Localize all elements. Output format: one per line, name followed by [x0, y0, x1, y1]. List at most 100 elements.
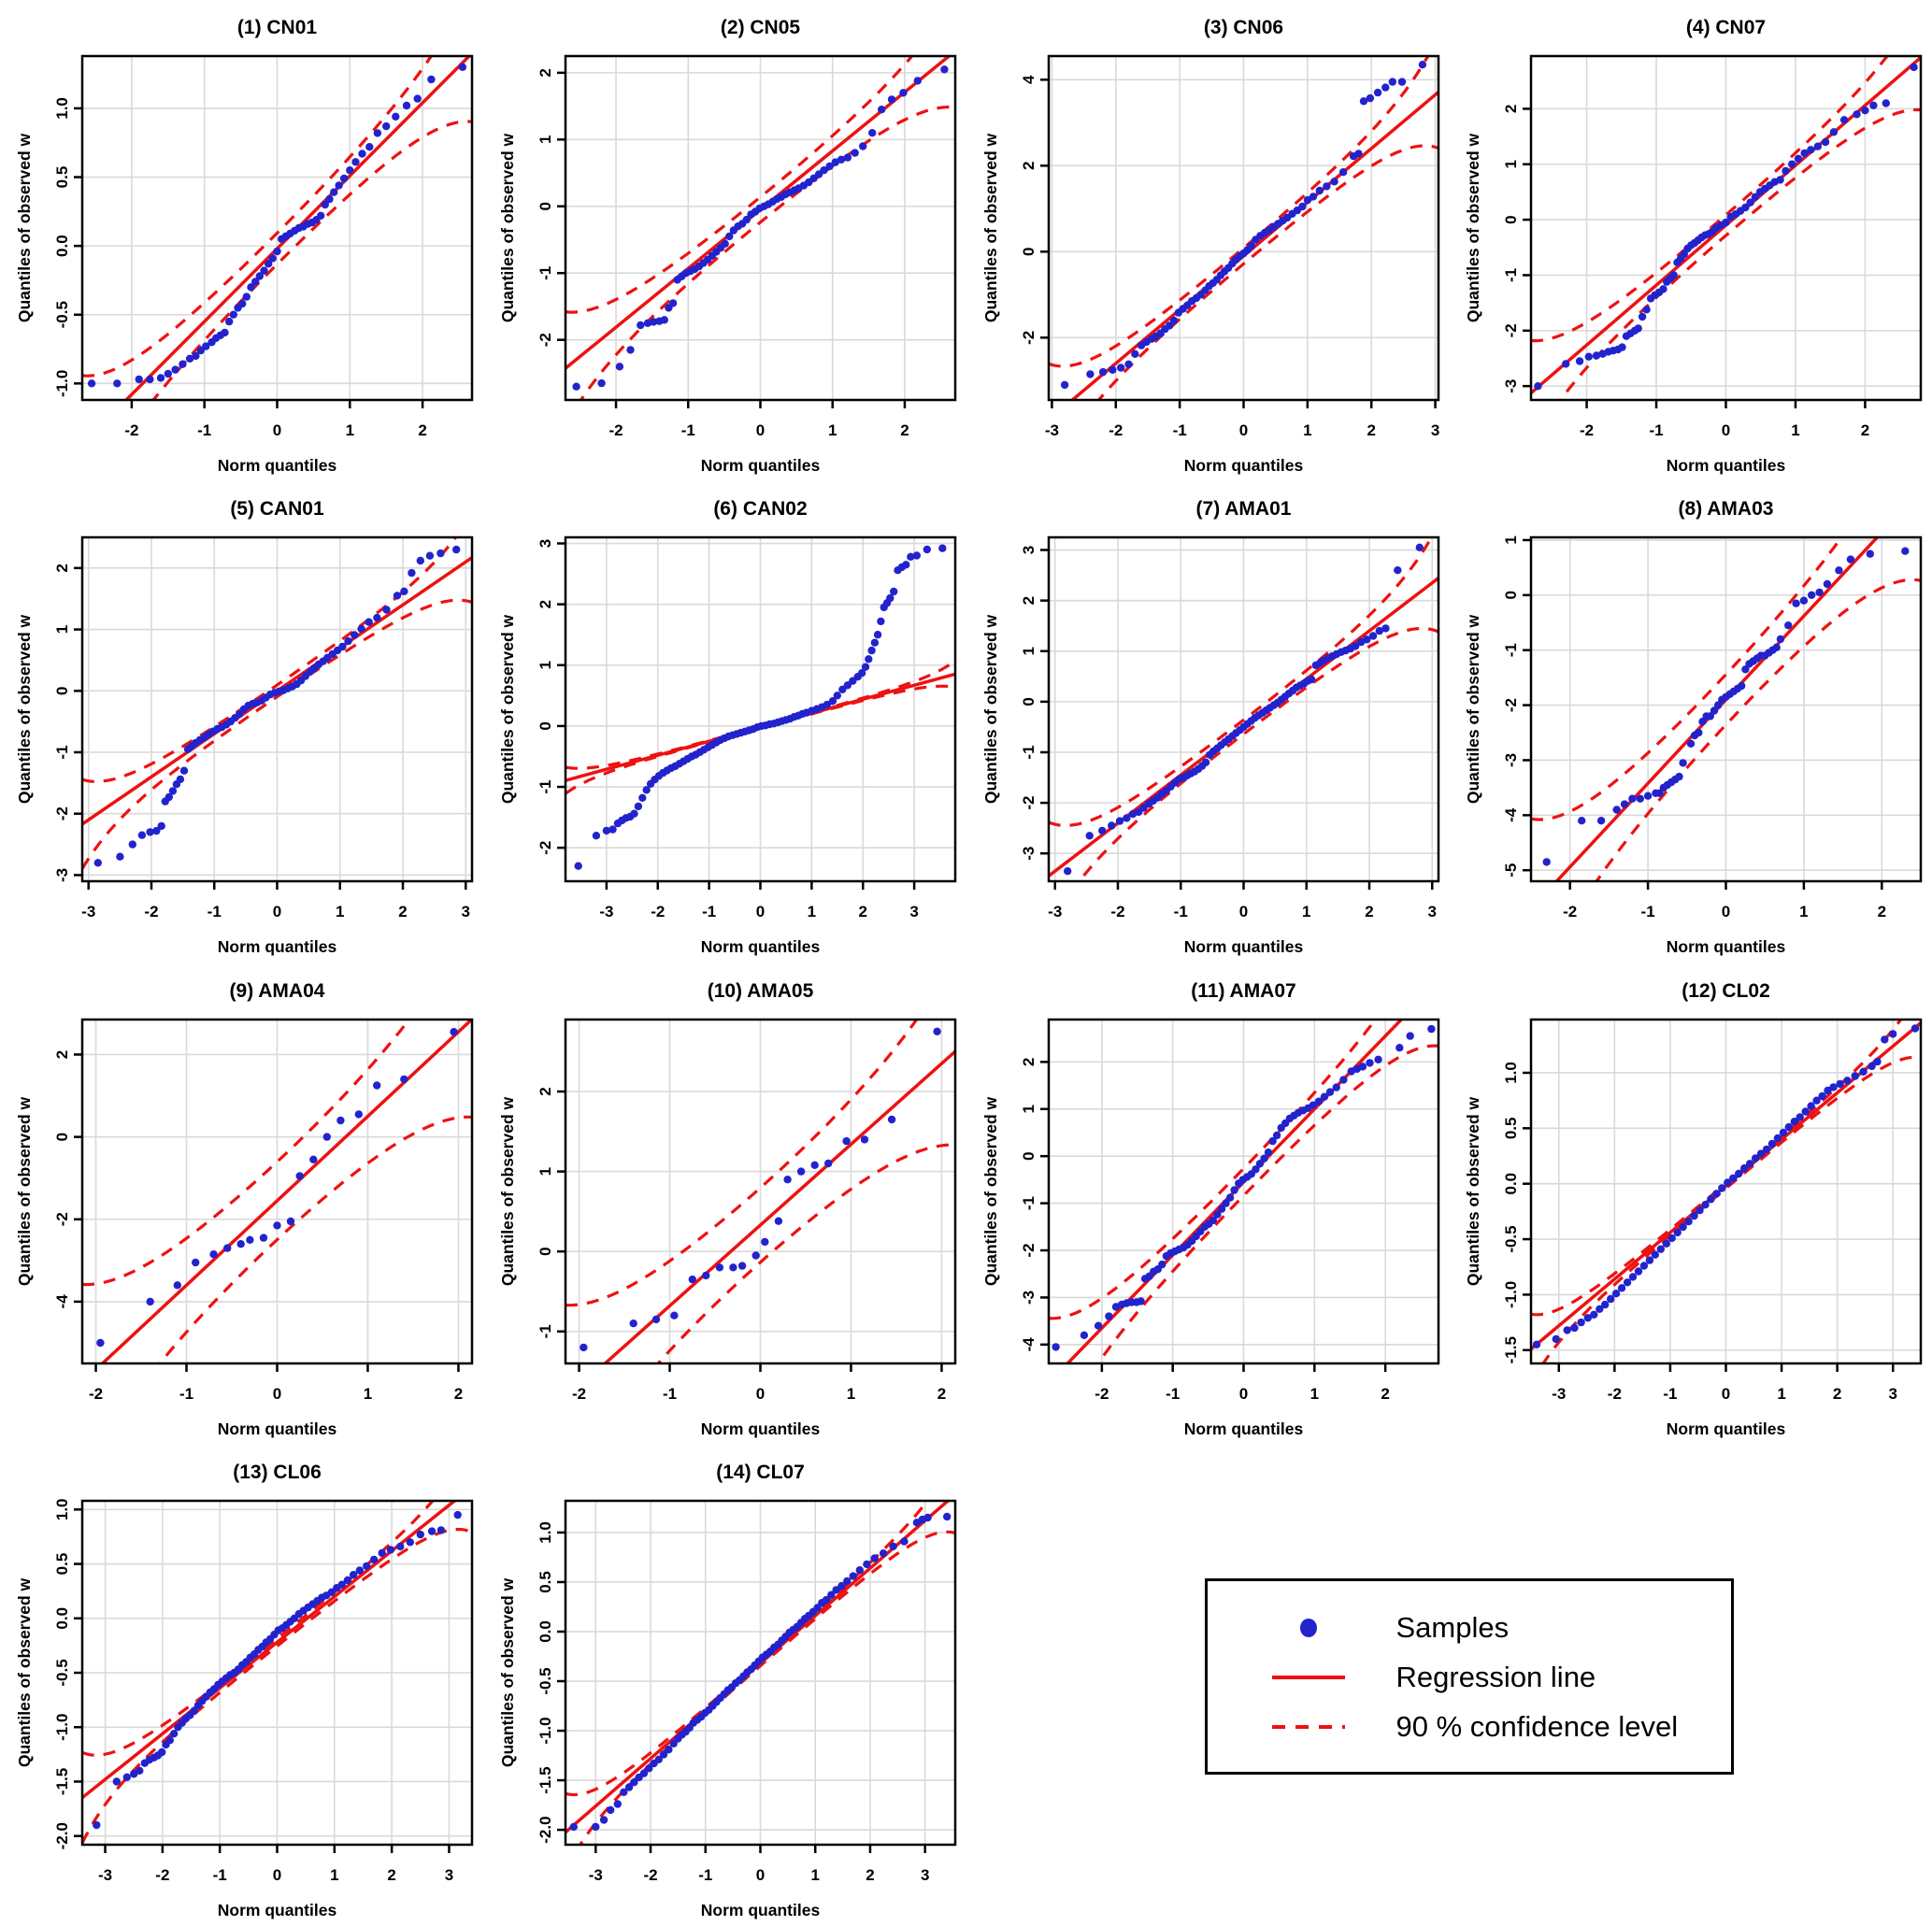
- y-tick-label: 0: [537, 202, 554, 210]
- x-tick-label: 2: [858, 903, 866, 920]
- y-tick-label: 1.0: [537, 1521, 554, 1544]
- x-tick-label: 1: [330, 1866, 338, 1884]
- regression-line-marker-icon: [1256, 1665, 1361, 1690]
- x-tick-label: 1: [846, 1385, 854, 1403]
- y-axis-label: Quantiles of observed w: [498, 1096, 517, 1286]
- x-tick-label: 2: [1365, 903, 1373, 920]
- panel-title: (3) CN06: [1203, 17, 1282, 38]
- legend-label-confidence: 90 % confidence level: [1395, 1710, 1679, 1744]
- y-tick-label: 0.0: [537, 1620, 554, 1643]
- y-tick-label: 1.0: [1502, 1062, 1520, 1084]
- axes: -3 -2 -1 0 1 2 3 -3 -2 -1 0 1 2 3: [1019, 546, 1436, 920]
- x-tick-label: 2: [418, 421, 426, 439]
- x-tick-label: -1: [179, 1385, 193, 1403]
- y-tick-label: -0.5: [53, 301, 71, 328]
- x-tick-label: 0: [1238, 421, 1247, 439]
- qq-plot-CL06: -3 -2 -1 0 1 2 3 -2.0 -1.5 -1.0 -0.5 0.0 0.5 1.0 Norm …: [15, 1462, 474, 1919]
- x-tick-label: 2: [1381, 1385, 1389, 1403]
- x-tick-label: 0: [273, 421, 281, 439]
- y-tick-label: -2: [53, 806, 71, 820]
- axes: -3 -2 -1 0 1 2 3 -1.5 -1.0 -0.5 0.0 0.5 1.0: [1502, 1062, 1897, 1403]
- confidence-band: [1048, 1019, 1438, 1363]
- x-tick-label: 2: [866, 1866, 874, 1884]
- x-axis-label: Norm quantiles: [1183, 1420, 1303, 1438]
- x-axis-label: Norm quantiles: [701, 937, 821, 956]
- y-axis-label: Quantiles of observed w: [15, 615, 34, 805]
- samples-points: [569, 1512, 952, 1831]
- x-tick-label: 0: [756, 1866, 765, 1884]
- x-tick-label: -2: [124, 421, 138, 439]
- y-axis-label: Quantiles of observed w: [15, 1577, 34, 1767]
- y-tick-label: 1: [537, 661, 554, 669]
- x-tick-label: -1: [1641, 903, 1655, 920]
- x-tick-label: -1: [1173, 903, 1187, 920]
- x-tick-label: 0: [1238, 903, 1247, 920]
- y-tick-label: -1: [53, 746, 71, 760]
- panel-title: (2) CN05: [721, 17, 801, 38]
- axes: -3 -2 -1 0 1 2 3 -3 -2 -1 0 1 2: [53, 564, 470, 920]
- y-tick-label: 0: [53, 1132, 71, 1140]
- samples-points: [93, 1510, 462, 1829]
- qq-panel-CN06: -3 -2 -1 0 1 2 3 -2 0 2 4 Norm quantiles Quantiles o…: [966, 0, 1450, 481]
- confidence-band: [82, 56, 472, 400]
- y-tick-label: -3: [1019, 1290, 1037, 1304]
- legend-cell: Samples Regression line 90 % confidence …: [966, 1445, 1932, 1926]
- y-tick-label: 0: [537, 1247, 554, 1255]
- qq-panel-CL02: -3 -2 -1 0 1 2 3 -1.5 -1.0 -0.5 0.0 0.5 1.0 Norm quan…: [1449, 963, 1932, 1445]
- gridlines: [82, 1019, 472, 1363]
- x-tick-label: 2: [1861, 421, 1869, 439]
- x-tick-label: 1: [1303, 421, 1311, 439]
- axes: -2 -1 0 1 2 -4 -2 0 2: [53, 1049, 463, 1402]
- y-axis-label: Quantiles of observed w: [981, 615, 1000, 805]
- y-tick-label: -2: [1019, 796, 1037, 810]
- x-tick-label: -1: [1664, 1385, 1678, 1403]
- x-axis-label: Norm quantiles: [701, 1901, 821, 1919]
- x-tick-label: 0: [273, 1385, 281, 1403]
- qq-panel-AMA01: -3 -2 -1 0 1 2 3 -3 -2 -1 0 1 2 3 Norm quantiles Quanti…: [966, 481, 1450, 963]
- y-tick-label: 2: [1502, 105, 1520, 113]
- x-axis-label: Norm quantiles: [218, 1901, 337, 1919]
- y-tick-label: -2: [53, 1212, 71, 1226]
- y-axis-label: Quantiles of observed w: [15, 133, 34, 322]
- y-tick-label: 2: [1019, 596, 1037, 605]
- gridlines: [1531, 537, 1922, 882]
- y-tick-label: 2: [53, 1049, 71, 1058]
- y-axis-label: Quantiles of observed w: [498, 133, 517, 322]
- qq-plot-CL07: -3 -2 -1 0 1 2 3 -2.0 -1.5 -1.0 -0.5 0.0 0.5 1.0 Norm …: [498, 1462, 956, 1919]
- y-axis-label: Quantiles of observed w: [1464, 1096, 1482, 1286]
- x-tick-label: -2: [1109, 421, 1123, 439]
- axes: -2 -1 0 1 2 -4 -3 -2 -1 0 1 2: [1019, 1057, 1389, 1402]
- qq-plot-CN07: -2 -1 0 1 2 -3 -2 -1 0 1 2 Norm quantiles Quantiles …: [1464, 17, 1923, 475]
- qq-plot-CN01: -2 -1 0 1 2 -1.0 -0.5 0.0 0.5 1.0 Norm quantiles Qu…: [15, 17, 474, 475]
- axes: -2 -1 0 1 2 -3 -2 -1 0 1 2: [1502, 105, 1869, 439]
- qq-plot-CN05: -2 -1 0 1 2 -2 -1 0 1 2 Norm quantiles Quantiles of…: [498, 17, 956, 475]
- qq-plot-AMA05: -2 -1 0 1 2 -1 0 1 2 Norm quantiles Quantiles of o…: [498, 980, 956, 1438]
- samples-marker-icon: [1256, 1616, 1361, 1640]
- x-tick-label: -2: [643, 1866, 657, 1884]
- x-tick-label: -2: [572, 1385, 586, 1403]
- x-tick-label: 2: [1367, 421, 1375, 439]
- x-axis-label: Norm quantiles: [701, 456, 821, 475]
- y-tick-label: 0.0: [1502, 1172, 1520, 1194]
- x-tick-label: -1: [680, 421, 694, 439]
- y-tick-label: -1.5: [53, 1768, 71, 1795]
- y-tick-label: -4: [1502, 807, 1520, 822]
- x-tick-label: -1: [1166, 1385, 1180, 1403]
- qq-panel-CN05: -2 -1 0 1 2 -2 -1 0 1 2 Norm quantiles Quantiles of…: [483, 0, 966, 481]
- x-tick-label: -2: [1563, 903, 1577, 920]
- qq-panel-CAN01: -3 -2 -1 0 1 2 3 -3 -2 -1 0 1 2 Norm quantiles Quantil…: [0, 481, 483, 963]
- y-tick-label: -2.0: [53, 1822, 71, 1849]
- x-tick-label: 3: [921, 1866, 929, 1884]
- legend-label-samples: Samples: [1395, 1611, 1510, 1645]
- y-axis-label: Quantiles of observed w: [981, 1096, 1000, 1286]
- samples-points: [579, 1027, 941, 1351]
- y-tick-label: -3: [1502, 379, 1520, 393]
- qq-plot-AMA07: -2 -1 0 1 2 -4 -3 -2 -1 0 1 2 Norm quantiles Quantile…: [981, 980, 1439, 1438]
- y-tick-label: -0.5: [537, 1667, 554, 1694]
- x-tick-label: 3: [909, 903, 918, 920]
- samples-points: [1533, 1023, 1920, 1348]
- y-tick-label: 2: [1019, 1057, 1037, 1065]
- y-tick-label: 0.0: [53, 235, 71, 257]
- panel-title: (6) CAN02: [713, 498, 807, 520]
